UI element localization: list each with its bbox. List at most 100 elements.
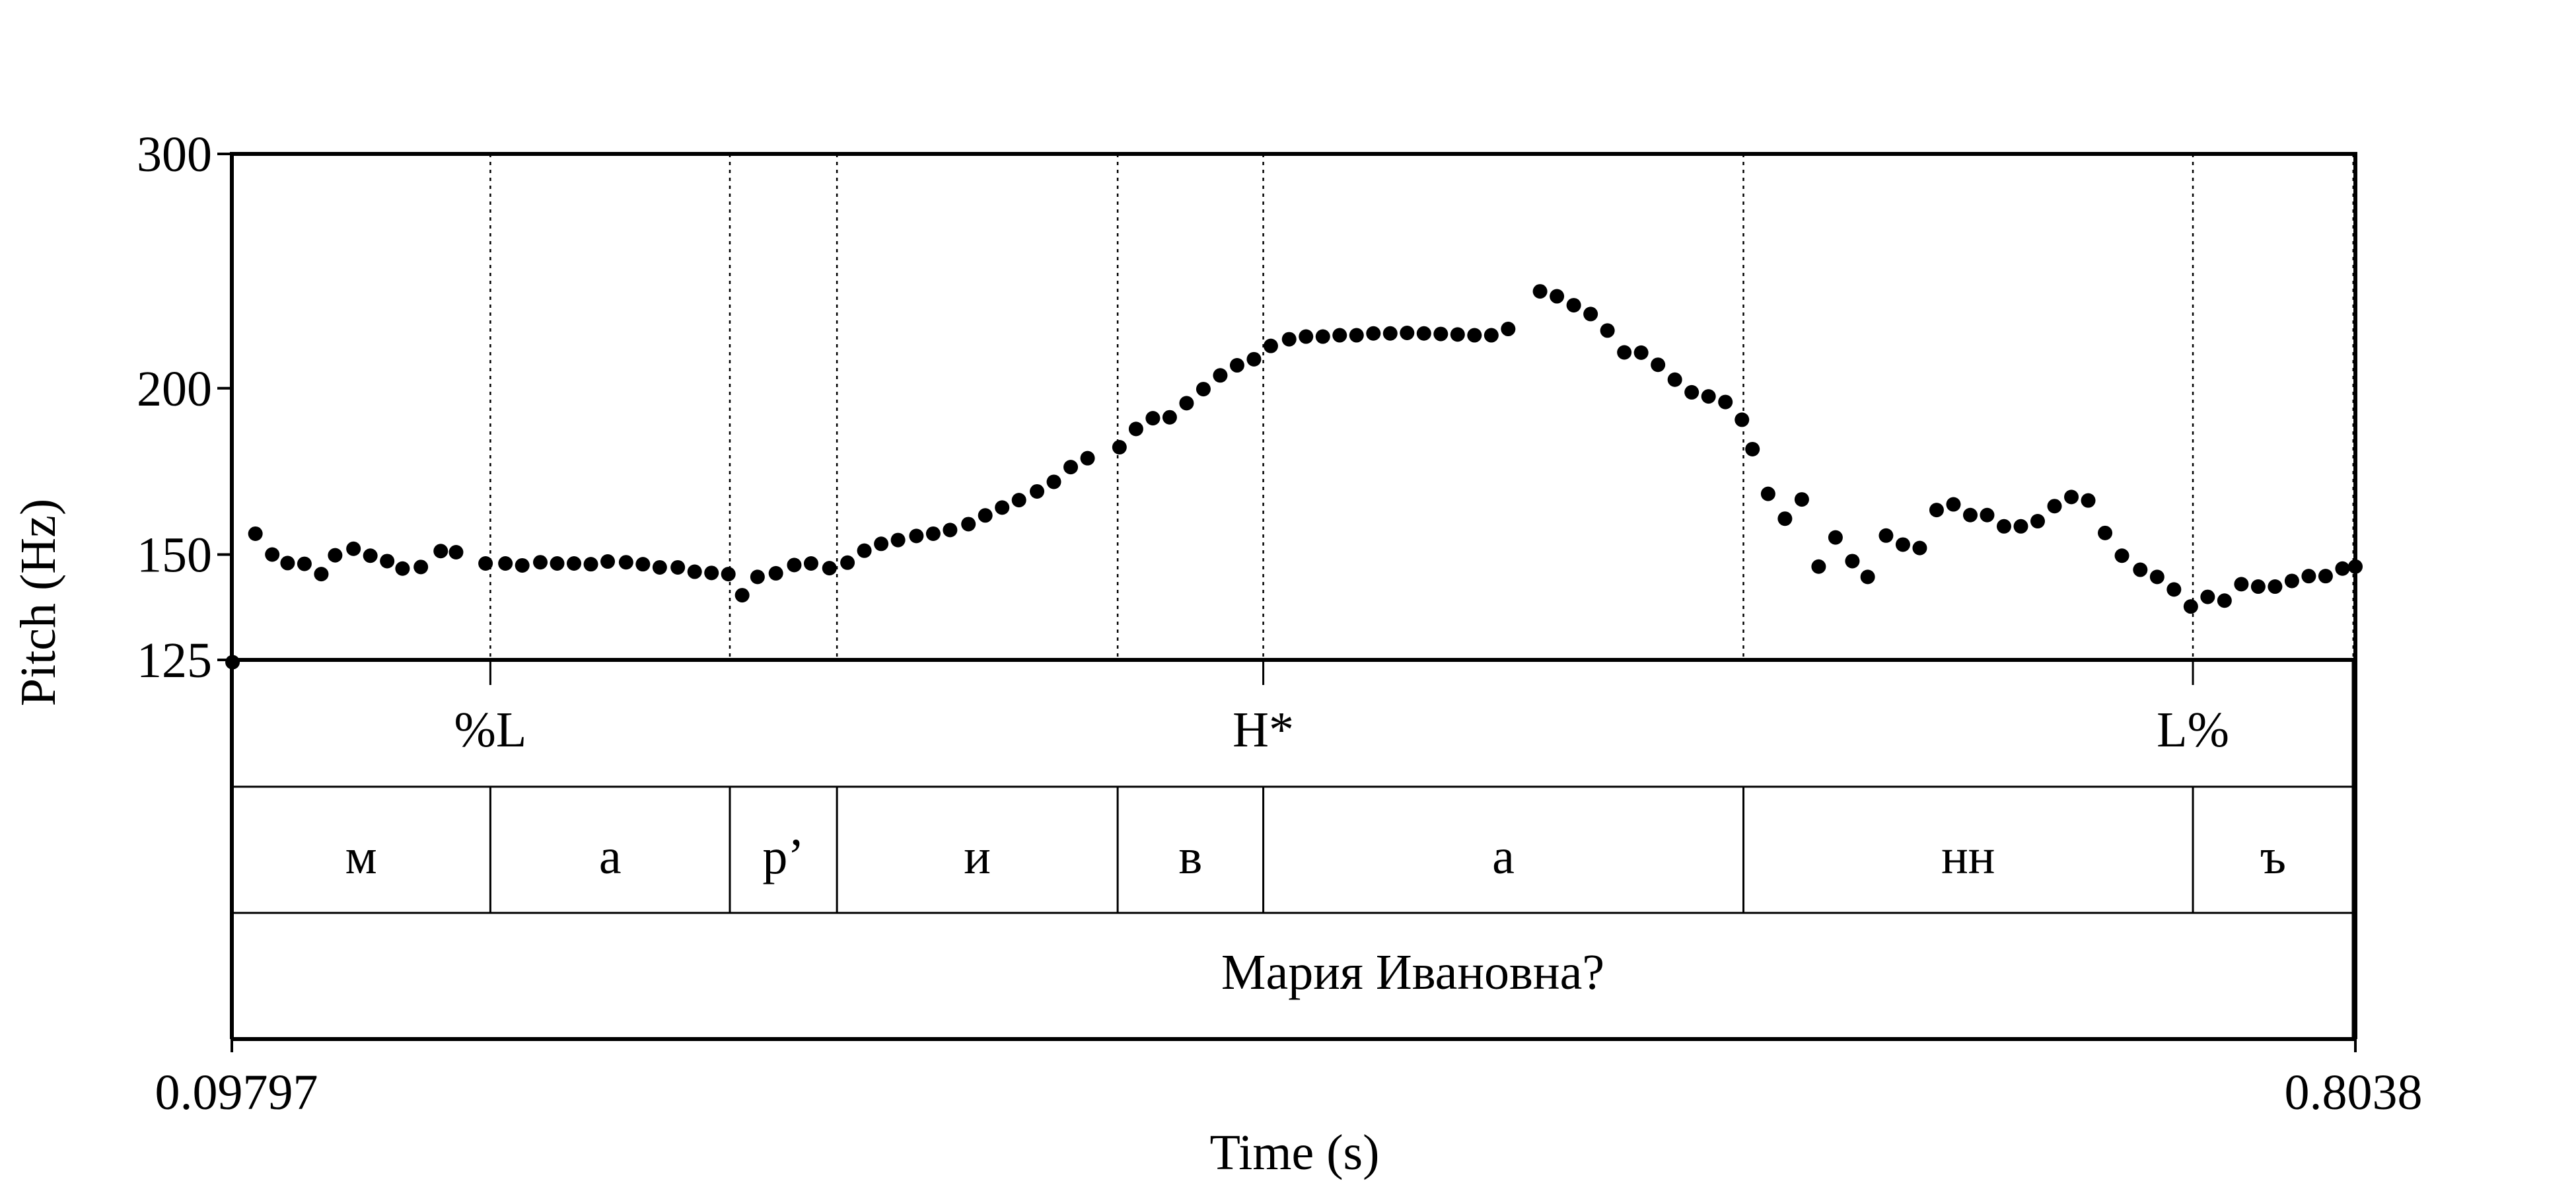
pitch-point	[1145, 411, 1161, 426]
pitch-point	[2081, 493, 2096, 508]
pitch-point	[583, 557, 598, 572]
pitch-point	[2200, 589, 2215, 604]
y-tick-label: 150	[137, 527, 212, 583]
pitch-point	[874, 536, 889, 552]
pitch-point	[1484, 328, 1499, 343]
pitch-point	[1213, 368, 1228, 383]
pitch-point	[1532, 284, 1548, 299]
pitch-point	[2149, 569, 2165, 585]
pitch-point	[1745, 441, 1760, 456]
pitch-point	[840, 555, 855, 570]
pitch-point	[1962, 507, 1978, 522]
pitch-point	[857, 543, 872, 558]
pitch-point	[1633, 345, 1649, 360]
pitch-point	[1011, 493, 1026, 508]
segment-label: а	[1492, 829, 1515, 884]
pitch-point	[1128, 421, 1143, 437]
pitch-point	[1912, 540, 1927, 556]
x-axis-title: Time (s)	[1210, 1125, 1380, 1180]
pitch-point	[1701, 389, 1716, 404]
pitch-point	[600, 554, 616, 569]
segment-tier-frame	[231, 785, 2354, 914]
pitch-point	[687, 564, 702, 579]
pitch-point	[433, 544, 448, 559]
segment-label: м	[345, 829, 377, 884]
segment-label: нн	[1941, 829, 1995, 884]
pitch-point	[498, 556, 513, 571]
pitch-point	[1946, 497, 1961, 512]
pitch-point	[1860, 569, 1875, 585]
pitch-point	[1450, 327, 1465, 342]
pitch-point	[1196, 382, 1211, 397]
pitch-point	[2166, 582, 2182, 597]
pitch-point	[909, 528, 924, 544]
pitch-point	[734, 588, 750, 603]
segment-label: а	[599, 829, 622, 884]
pitch-point	[448, 544, 464, 559]
segment-label: ъ	[2260, 829, 2286, 884]
pitch-point	[533, 555, 548, 570]
pitch-point	[346, 541, 361, 556]
boundary-lines	[489, 154, 2355, 913]
pitch-point	[1179, 396, 1194, 411]
pitch-point	[2030, 514, 2046, 529]
pitch-point	[1794, 492, 1809, 507]
pitch-point	[363, 548, 378, 563]
segment-label: и	[964, 829, 991, 884]
pitch-point	[1080, 450, 1095, 466]
pitch-point	[943, 522, 958, 538]
pitch-point	[1433, 326, 1449, 342]
y-axis-title: Pitch (Hz)	[11, 499, 66, 706]
pitch-point	[1246, 351, 1262, 367]
tone-label: %L	[454, 702, 527, 758]
pitch-point	[550, 556, 565, 571]
pitch-point	[822, 561, 837, 576]
pitch-point	[1162, 410, 1177, 425]
pitch-point	[1583, 306, 1598, 322]
pitch-point	[297, 556, 312, 571]
pitch-point	[1263, 338, 1278, 353]
y-axis-ticks: 300 200 150 125	[137, 127, 232, 688]
pitch-point	[1996, 519, 2011, 534]
pitch-points	[225, 284, 2363, 670]
pitch-point	[652, 559, 667, 575]
pitch-point	[2318, 569, 2333, 584]
pitch-point	[2064, 489, 2079, 505]
pitch-point	[380, 554, 395, 569]
pitch-point	[1929, 503, 1944, 518]
pitch-point	[2098, 525, 2113, 540]
pitch-point	[1315, 329, 1330, 344]
pitch-point	[787, 558, 802, 573]
pitch-point	[1281, 332, 1297, 347]
tone-label: H*	[1233, 702, 1294, 758]
pitch-point	[478, 556, 493, 571]
pitch-point	[2047, 499, 2062, 514]
pitch-point	[1895, 537, 1910, 552]
pitch-point	[1501, 322, 1516, 337]
segment-label: в	[1178, 829, 1202, 884]
pitch-point	[1566, 298, 1581, 313]
pitch-point	[2234, 577, 2249, 592]
x-end-label: 0.8038	[2285, 1065, 2423, 1120]
pitch-point	[1030, 484, 1045, 499]
plot-frames	[230, 152, 2357, 1041]
pitch-point	[721, 567, 736, 582]
pitch-point	[670, 559, 686, 575]
pitch-point	[618, 555, 633, 570]
pitch-point	[2217, 593, 2232, 608]
pitch-point	[1617, 345, 1632, 360]
pitch-point	[395, 561, 410, 576]
pitch-point	[1718, 394, 1733, 410]
pitch-point	[2335, 561, 2350, 576]
pitch-point	[1299, 329, 1314, 344]
pitch-point	[1651, 357, 1666, 373]
pitch-point	[768, 565, 783, 581]
pitch-point	[1063, 460, 1079, 475]
pitch-point	[925, 526, 941, 541]
pitch-point	[1811, 559, 1826, 574]
pitch-point	[1112, 440, 1127, 455]
y-tick-label: 300	[137, 127, 212, 182]
pitch-point	[961, 517, 976, 532]
pitch-point	[280, 556, 295, 571]
segment-label: р’	[762, 829, 804, 884]
